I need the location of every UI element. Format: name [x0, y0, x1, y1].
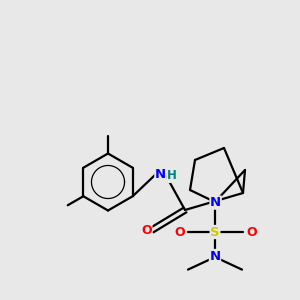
Text: O: O — [141, 224, 152, 236]
Text: N: N — [209, 250, 220, 262]
Text: H: H — [167, 169, 177, 182]
Text: S: S — [210, 226, 220, 238]
Text: O: O — [174, 226, 185, 238]
Text: N: N — [210, 196, 221, 209]
Text: N: N — [155, 169, 166, 182]
Text: O: O — [246, 226, 257, 238]
